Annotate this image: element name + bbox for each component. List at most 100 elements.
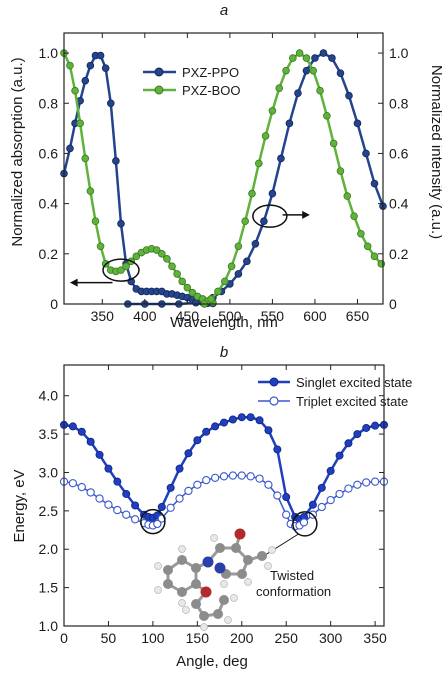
panel-a-ytick-label-right: 0.6 bbox=[389, 145, 409, 161]
arrowhead-left-icon bbox=[69, 278, 78, 287]
panel-a-ytick-label-right: 0.2 bbox=[389, 246, 409, 262]
data-point-triplet-excited-state bbox=[237, 471, 246, 480]
data-point-singlet-excited-state bbox=[362, 423, 371, 432]
panel-b-ylabel: Energy, eV bbox=[11, 469, 28, 542]
data-point-singlet-excited-state bbox=[335, 451, 344, 460]
data-point-pxz-boo-emission bbox=[377, 260, 386, 268]
data-point-triplet-excited-state bbox=[362, 478, 371, 487]
data-point-triplet-excited-state bbox=[210, 473, 220, 482]
data-point-pxz-boo-emission bbox=[370, 252, 379, 261]
panel-a-ylabel-left: Normalized absorption (a.u.) bbox=[9, 57, 26, 246]
data-point-pxz-ppo-emission bbox=[302, 66, 311, 75]
panel-b-plot bbox=[59, 413, 389, 531]
panel-b-xtick-label: 350 bbox=[363, 630, 387, 646]
data-point-pxz-boo-absorption bbox=[71, 86, 79, 95]
data-point-pxz-ppo-emission bbox=[319, 49, 328, 57]
data-point-triplet-excited-state bbox=[193, 480, 202, 489]
panel-b-xtick-label: 250 bbox=[275, 630, 299, 646]
data-point-pxz-ppo-emission bbox=[328, 54, 336, 62]
panel-b-xlabel: Angle, deg bbox=[176, 653, 248, 670]
data-point-pxz-boo-absorption bbox=[173, 270, 181, 278]
data-point-pxz-boo-absorption bbox=[91, 217, 100, 225]
panel-b-legend: Singlet excited state Triplet excited st… bbox=[258, 375, 412, 409]
data-point-pxz-boo-emission bbox=[343, 192, 352, 200]
data-point-singlet-excited-state bbox=[326, 466, 335, 475]
data-point-pxz-boo-emission bbox=[295, 49, 304, 57]
data-point-singlet-excited-state bbox=[104, 464, 113, 473]
data-point-pxz-ppo-emission bbox=[311, 54, 319, 62]
legend-label-pxz-ppo: PXZ-PPO bbox=[182, 65, 239, 80]
panel-a-xtick-label: 400 bbox=[133, 308, 157, 324]
data-point-pxz-boo-emission bbox=[350, 212, 358, 220]
data-point-singlet-excited-state bbox=[273, 445, 282, 454]
data-point-triplet-excited-state bbox=[317, 502, 326, 512]
data-point-pxz-boo-absorption bbox=[117, 266, 125, 274]
panel-b-xtick-label: 200 bbox=[230, 630, 254, 646]
data-point-pxz-ppo-emission bbox=[370, 179, 379, 188]
panel-a-xtick-label: 450 bbox=[176, 308, 200, 324]
panel-a-ytick-label-right: 1.0 bbox=[389, 45, 409, 61]
annotation-circle-minimum-270 bbox=[292, 511, 318, 537]
data-point-triplet-excited-state bbox=[77, 482, 86, 492]
data-point-triplet-excited-state bbox=[282, 510, 291, 519]
data-point-singlet-excited-state bbox=[211, 422, 220, 431]
data-point-triplet-excited-state bbox=[273, 491, 282, 500]
panel-b-xtick-label: 50 bbox=[101, 630, 117, 646]
legend-marker-pxz-boo bbox=[154, 85, 164, 95]
data-point-triplet-excited-state bbox=[130, 515, 140, 524]
data-point-pxz-boo-absorption bbox=[183, 283, 192, 292]
panel-a-xtick-label: 350 bbox=[91, 308, 115, 324]
data-point-pxz-boo-absorption bbox=[152, 246, 161, 254]
data-point-triplet-excited-state bbox=[104, 500, 113, 509]
data-point-triplet-excited-state bbox=[370, 477, 380, 486]
data-point-singlet-excited-state bbox=[282, 493, 291, 502]
panel-b-xtick-label: 300 bbox=[319, 630, 343, 646]
panel-a-xlabel: Wavelength, nm bbox=[170, 314, 278, 331]
annotation-twisted-conformation: Twisted conformation bbox=[256, 568, 331, 599]
series-line-triplet-excited-state bbox=[63, 474, 384, 527]
data-point-pxz-boo-emission bbox=[234, 242, 243, 251]
data-point-pxz-boo-absorption bbox=[132, 252, 141, 261]
data-point-triplet-excited-state bbox=[202, 475, 211, 485]
data-point-pxz-boo-emission bbox=[363, 242, 372, 251]
data-point-triplet-excited-state bbox=[335, 489, 344, 499]
data-point-pxz-boo-emission bbox=[261, 132, 270, 140]
data-point-singlet-excited-state bbox=[317, 483, 326, 492]
data-point-singlet-excited-state bbox=[166, 483, 175, 492]
data-point-singlet-excited-state bbox=[157, 503, 166, 512]
data-point-pxz-boo-emission bbox=[248, 189, 256, 198]
data-point-pxz-ppo-emission bbox=[260, 217, 268, 225]
data-point-pxz-boo-emission bbox=[214, 287, 222, 296]
data-point-singlet-excited-state bbox=[68, 422, 77, 431]
annotation-line-1: Twisted bbox=[270, 568, 314, 583]
panel-b-ytick-label: 4.0 bbox=[39, 388, 59, 404]
data-point-triplet-excited-state bbox=[264, 480, 273, 489]
data-point-pxz-ppo-absorption bbox=[66, 144, 74, 153]
data-point-singlet-excited-state bbox=[246, 413, 255, 422]
data-point-pxz-boo-emission bbox=[220, 277, 229, 286]
legend-label-pxz-boo: PXZ-BOO bbox=[182, 83, 241, 98]
data-point-pxz-boo-absorption bbox=[178, 277, 187, 286]
data-point-pxz-ppo-emission bbox=[268, 189, 277, 198]
data-point-singlet-excited-state bbox=[371, 421, 380, 430]
data-point-singlet-excited-state bbox=[184, 449, 193, 458]
data-point-pxz-boo-absorption bbox=[86, 187, 95, 195]
data-point-triplet-excited-state bbox=[86, 488, 95, 497]
panel-b-ytick-label: 1.0 bbox=[39, 618, 59, 634]
panel-a-ytick-label-right: 0.8 bbox=[389, 95, 409, 111]
data-point-triplet-excited-state bbox=[175, 494, 184, 503]
panel-b-ytick-label: 3.5 bbox=[39, 426, 59, 442]
data-point-triplet-excited-state bbox=[299, 518, 309, 527]
data-point-pxz-ppo-emission bbox=[353, 119, 362, 128]
data-point-singlet-excited-state bbox=[202, 427, 211, 436]
data-point-singlet-excited-state bbox=[175, 464, 184, 473]
legend-label-singlet: Singlet excited state bbox=[296, 375, 412, 390]
panel-a-letter: a bbox=[220, 2, 228, 19]
data-point-singlet-excited-state bbox=[237, 413, 246, 422]
data-point-pxz-ppo-emission bbox=[251, 239, 260, 248]
panel-b-xtick-label: 150 bbox=[186, 630, 210, 646]
data-point-singlet-excited-state bbox=[131, 501, 140, 510]
data-point-pxz-boo-emission bbox=[275, 84, 284, 93]
data-point-pxz-ppo-emission bbox=[336, 69, 345, 77]
data-point-singlet-excited-state bbox=[255, 416, 264, 425]
